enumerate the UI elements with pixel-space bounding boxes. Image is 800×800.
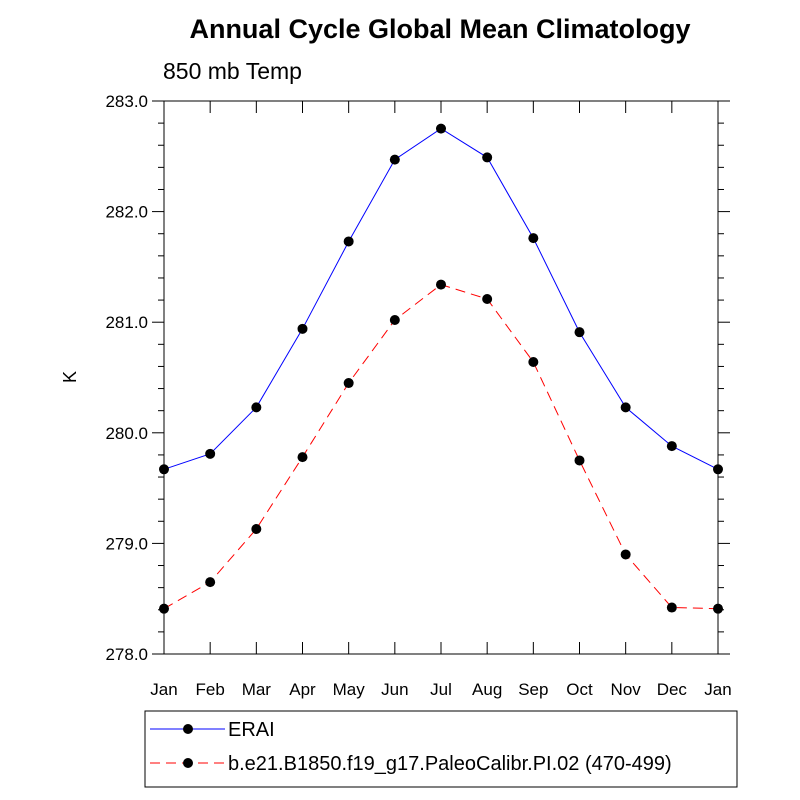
legend-marker-0 xyxy=(183,724,193,734)
series-0-point xyxy=(343,236,354,247)
series-0-point xyxy=(620,402,631,413)
series-1-point xyxy=(251,524,262,535)
x-tick-label: Jun xyxy=(381,680,408,699)
series-0-point xyxy=(482,152,493,163)
legend-label-0: ERAI xyxy=(228,719,275,741)
series-0-point xyxy=(251,402,262,413)
series-line-0 xyxy=(163,128,719,470)
ticks-layer: Jan Feb Mar Apr May Jun Jul Aug Sep Oct Nov Dec Jan2… xyxy=(105,92,731,699)
legend-label-1: b.e21.B1850.f19_g17.PaleoCalibr.PI.02 (4… xyxy=(228,753,672,775)
legend-marker-1 xyxy=(183,758,193,768)
chart-title: Annual Cycle Global Mean Climatology xyxy=(189,14,690,44)
y-tick-label: 283.0 xyxy=(105,92,148,111)
x-tick-label: May xyxy=(333,680,366,699)
series-1-point xyxy=(482,293,493,304)
y-tick-label: 280.0 xyxy=(105,424,148,443)
x-tick-label: Nov xyxy=(611,680,642,699)
series-0-point xyxy=(159,464,169,475)
x-tick-label: Apr xyxy=(289,680,316,699)
series-0-point xyxy=(297,323,308,334)
y-tick-label: 282.0 xyxy=(105,203,148,222)
series-1-point xyxy=(574,455,585,466)
series-1-point xyxy=(297,452,308,463)
plot-frame xyxy=(163,100,719,655)
series-0-point xyxy=(389,154,400,165)
series-1-point xyxy=(159,603,169,614)
series-0-point xyxy=(205,448,216,459)
x-tick-label: Jul xyxy=(430,680,452,699)
x-tick-label: Jan xyxy=(704,680,731,699)
x-tick-label: Sep xyxy=(518,680,548,699)
x-tick-label: Mar xyxy=(242,680,272,699)
series-0-point xyxy=(713,464,723,475)
y-tick-label: 279.0 xyxy=(105,534,148,553)
series-1-point xyxy=(713,603,723,614)
series-1-point xyxy=(666,602,677,613)
y-axis-label: K xyxy=(60,371,80,383)
y-tick-label: 281.0 xyxy=(105,313,148,332)
series-1-point xyxy=(528,357,539,368)
series-0-point xyxy=(574,327,585,338)
x-tick-label: Oct xyxy=(566,680,593,699)
series-1-point xyxy=(343,378,354,389)
chart-subtitle: 850 mb Temp xyxy=(163,58,302,84)
x-tick-label: Feb xyxy=(196,680,225,699)
y-tick-label: 278.0 xyxy=(105,645,148,664)
x-tick-label: Jan xyxy=(150,680,177,699)
legend-box xyxy=(144,710,738,788)
series-1-point xyxy=(205,577,216,588)
series-line-1 xyxy=(163,284,719,610)
series-0-point xyxy=(436,123,446,134)
series-layer xyxy=(159,123,723,614)
x-tick-label: Aug xyxy=(472,680,502,699)
series-0-point xyxy=(528,233,539,244)
series-0-point xyxy=(666,441,677,452)
series-1-point xyxy=(389,314,400,325)
x-tick-label: Dec xyxy=(657,680,688,699)
legend: ERAI b.e21.B1850.f19_g17.PaleoCalibr.PI.0… xyxy=(144,710,738,788)
series-1-point xyxy=(620,549,631,560)
series-1-point xyxy=(436,279,446,290)
